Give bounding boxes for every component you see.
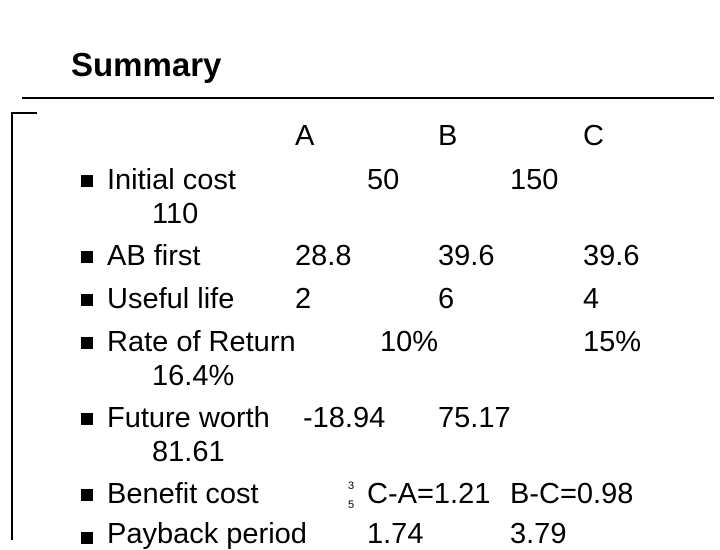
- row-bc-a: C-A=1.21: [367, 478, 491, 510]
- row-bc-b: B-C=0.98: [510, 478, 634, 510]
- bullet-icon: [81, 413, 93, 425]
- header-a: A: [295, 120, 315, 152]
- row-useful-life-b: 6: [438, 283, 455, 315]
- title-divider: [22, 97, 714, 99]
- row-payback-a: 1.74: [367, 518, 424, 550]
- bullet-icon: [81, 337, 93, 349]
- row-initial-cost-a: 50: [367, 164, 400, 196]
- row-useful-life-c: 4: [583, 283, 600, 315]
- row-ab-first-b: 39.6: [438, 240, 495, 272]
- row-fw-label: Future worth: [107, 402, 270, 434]
- row-useful-life-label: Useful life: [107, 283, 235, 315]
- row-ror-c: 16.4%: [152, 360, 235, 392]
- row-ab-first-c: 39.6: [583, 240, 640, 272]
- row-ror-a: 10%: [380, 326, 439, 358]
- bullet-icon: [81, 175, 93, 187]
- row-fw-b: 75.17: [438, 402, 511, 434]
- row-ror-b: 15%: [583, 326, 642, 358]
- bullet-icon: [81, 532, 93, 544]
- bullet-icon: [81, 489, 93, 501]
- bullet-icon: [81, 294, 93, 306]
- row-initial-cost-label: Initial cost: [107, 164, 236, 196]
- slide-title: Summary: [71, 46, 222, 83]
- row-bc-note-bottom: 5: [348, 499, 355, 511]
- row-ror-label: Rate of Return: [107, 326, 296, 358]
- row-payback-b: 3.79: [510, 518, 567, 550]
- row-ab-first-a: 28.8: [295, 240, 352, 272]
- header-c: C: [583, 120, 604, 152]
- row-initial-cost-c: 110: [152, 198, 199, 230]
- bullet-icon: [81, 251, 93, 263]
- row-fw-a: -18.94: [303, 402, 386, 434]
- row-useful-life-a: 2: [295, 283, 312, 315]
- row-payback-label: Payback period: [107, 518, 307, 550]
- row-fw-c: 81.61: [152, 436, 225, 468]
- header-b: B: [438, 120, 458, 152]
- row-bc-label: Benefit cost: [107, 478, 259, 510]
- row-initial-cost-b: 150: [510, 164, 559, 196]
- left-rule-tick: [11, 112, 37, 114]
- left-rule: [11, 112, 13, 540]
- row-bc-note-top: 3: [348, 480, 355, 492]
- row-ab-first-label: AB first: [107, 240, 201, 272]
